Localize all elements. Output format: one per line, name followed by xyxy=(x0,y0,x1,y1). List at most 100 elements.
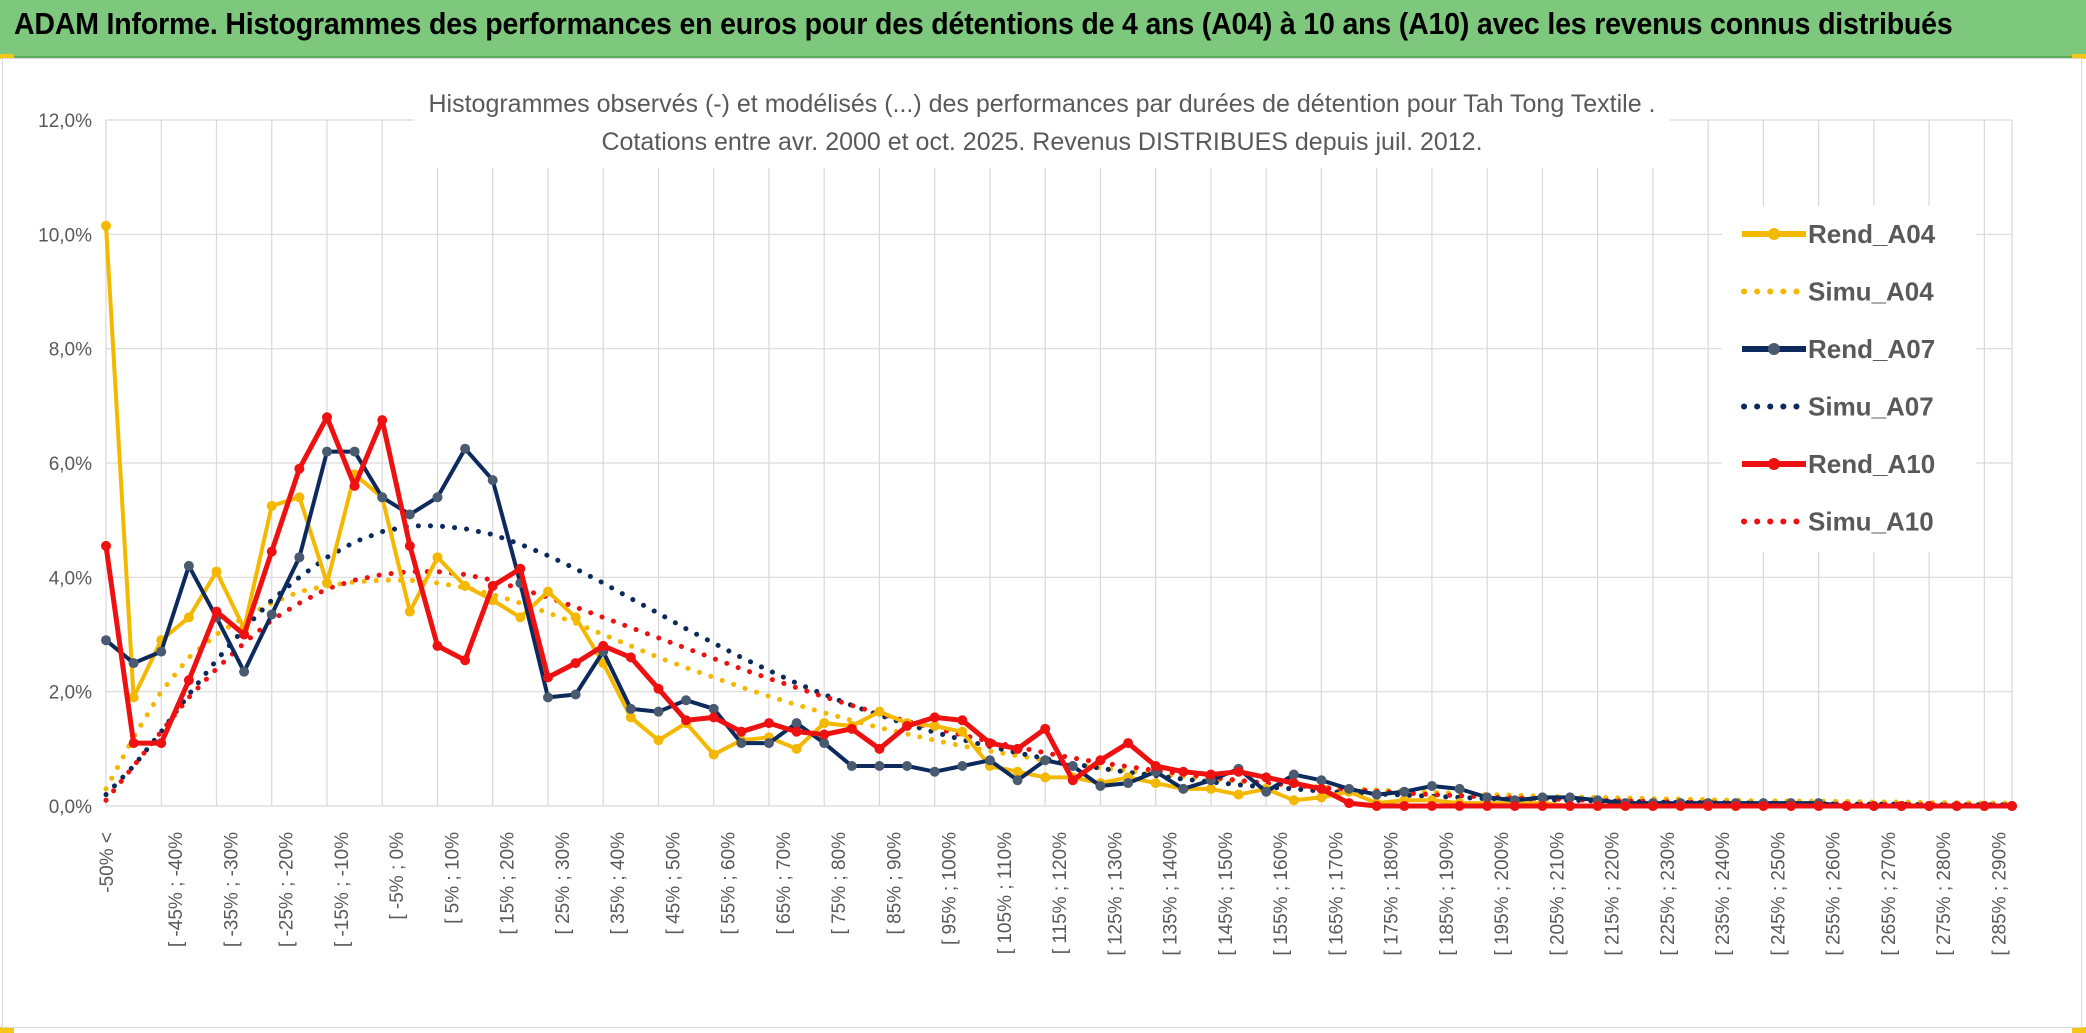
data-point-rend-a10 xyxy=(1758,801,1769,811)
data-point-rend-a04 xyxy=(542,586,553,597)
data-point-rend-a07 xyxy=(101,635,111,646)
data-point-rend-a10 xyxy=(1426,801,1437,811)
data-point-rend-a07 xyxy=(846,760,857,771)
data-point-rend-a07 xyxy=(681,695,692,706)
data-point-rend-a10 xyxy=(819,729,830,740)
data-point-rend-a10 xyxy=(211,606,222,617)
data-point-rend-a10 xyxy=(1012,743,1023,754)
data-point-rend-a10 xyxy=(1786,801,1797,811)
data-point-rend-a10 xyxy=(1841,801,1852,811)
data-point-rend-a04 xyxy=(321,578,332,589)
legend-marker-rend-a10 xyxy=(1768,458,1780,470)
data-point-rend-a07 xyxy=(1399,786,1410,797)
data-point-rend-a10 xyxy=(515,563,526,574)
data-point-rend-a04 xyxy=(819,718,830,729)
x-tick-label: [ 25% ; 30% xyxy=(553,832,574,935)
x-tick-label: [ 5% ; 10% xyxy=(442,832,463,924)
data-point-rend-a10 xyxy=(1537,801,1548,811)
data-point-rend-a04 xyxy=(653,735,664,746)
x-tick-label: -50% < xyxy=(97,832,118,893)
x-tick-label: [ 35% ; 40% xyxy=(608,832,629,935)
x-tick-label: [ 235% ; 240% xyxy=(1713,832,1734,956)
data-point-rend-a04 xyxy=(791,743,802,754)
data-point-rend-a07 xyxy=(1482,792,1493,803)
axis-layer: 0,0% 2,0% 4,0% 6,0% 8,0% 10,0% 12,0% -50% < [ -4… xyxy=(38,111,2010,956)
data-point-rend-a10 xyxy=(846,723,857,734)
data-point-rend-a04 xyxy=(1012,766,1023,777)
y-tick-label: 0,0% xyxy=(49,797,92,818)
data-point-rend-a07 xyxy=(570,689,581,700)
data-point-rend-a10 xyxy=(902,720,913,731)
data-point-rend-a07 xyxy=(1316,775,1327,786)
data-point-rend-a10 xyxy=(1675,801,1686,811)
legend-label-rend-a07: Rend_A07 xyxy=(1808,334,1935,364)
data-point-rend-a10 xyxy=(432,640,443,651)
data-point-rend-a10 xyxy=(128,738,139,749)
data-point-rend-a10 xyxy=(404,540,415,551)
x-tick-label: [ 245% ; 250% xyxy=(1768,832,1789,956)
data-point-rend-a10 xyxy=(874,743,885,754)
x-tick-label: [ 165% ; 170% xyxy=(1326,832,1347,956)
series-layer xyxy=(101,220,2017,811)
report-title: ADAM Informe. Histogrammes des performan… xyxy=(14,6,1953,41)
data-point-rend-a10 xyxy=(1067,775,1078,786)
data-point-rend-a07 xyxy=(1426,780,1437,791)
y-tick-label: 10,0% xyxy=(38,225,92,246)
y-tick-label: 8,0% xyxy=(49,340,92,361)
y-tick-label: 4,0% xyxy=(49,568,92,589)
data-point-rend-a07 xyxy=(542,692,553,703)
x-tick-label: [ 255% ; 260% xyxy=(1824,832,1845,956)
data-point-rend-a10 xyxy=(1565,801,1576,811)
series-line-rend-a07 xyxy=(104,446,2012,808)
data-point-rend-a10 xyxy=(1813,801,1824,811)
x-tick-label: [ 195% ; 200% xyxy=(1492,832,1513,956)
x-tick-label: [ -35% ; -30% xyxy=(221,832,242,947)
data-point-rend-a10 xyxy=(1730,801,1741,811)
x-tick-label: [ 85% ; 90% xyxy=(884,832,905,935)
y-tick-label: 12,0% xyxy=(38,111,92,132)
data-point-rend-a10 xyxy=(1620,801,1631,811)
data-point-rend-a10 xyxy=(1150,760,1161,771)
data-point-rend-a07 xyxy=(128,658,139,669)
data-point-rend-a04 xyxy=(1040,772,1051,783)
x-tick-label: [ -5% ; 0% xyxy=(387,832,408,920)
legend-label-simu-a04: Simu_A04 xyxy=(1808,277,1934,307)
x-tick-label: [ 45% ; 50% xyxy=(663,832,684,935)
data-point-rend-a10 xyxy=(542,672,553,683)
data-point-rend-a10 xyxy=(1288,778,1299,789)
corner-accent-left xyxy=(0,54,14,59)
data-point-rend-a04 xyxy=(460,580,471,591)
data-point-rend-a07 xyxy=(625,703,636,714)
legend-label-simu-a10: Simu_A10 xyxy=(1808,507,1934,537)
data-point-rend-a10 xyxy=(1095,755,1106,766)
data-point-rend-a04 xyxy=(183,612,194,623)
x-tick-label: [ 55% ; 60% xyxy=(719,832,740,935)
data-point-rend-a10 xyxy=(625,652,636,663)
data-point-rend-a10 xyxy=(294,463,305,474)
data-point-rend-a04 xyxy=(101,220,111,231)
data-point-rend-a04 xyxy=(515,612,526,623)
data-point-rend-a07 xyxy=(1371,789,1382,800)
chart-title-background xyxy=(414,78,1670,168)
data-point-rend-a10 xyxy=(1205,769,1216,780)
data-point-rend-a07 xyxy=(791,718,802,729)
data-point-rend-a10 xyxy=(598,640,609,651)
data-point-rend-a07 xyxy=(404,509,415,520)
data-point-rend-a07 xyxy=(929,766,940,777)
x-tick-label: [ 145% ; 150% xyxy=(1216,832,1237,956)
data-point-rend-a04 xyxy=(1288,795,1299,806)
data-point-rend-a10 xyxy=(957,715,968,726)
x-tick-label: [ 205% ; 210% xyxy=(1547,832,1568,956)
data-point-rend-a10 xyxy=(1371,801,1382,811)
data-point-rend-a07 xyxy=(1261,786,1272,797)
x-tick-label: [ 65% ; 70% xyxy=(774,832,795,935)
data-point-rend-a10 xyxy=(1233,766,1244,777)
data-point-rend-a10 xyxy=(321,412,332,423)
data-point-rend-a04 xyxy=(211,566,222,577)
data-point-rend-a07 xyxy=(708,703,719,714)
data-point-rend-a10 xyxy=(377,415,388,426)
data-point-rend-a04 xyxy=(1316,792,1327,803)
data-point-rend-a10 xyxy=(1868,801,1879,811)
